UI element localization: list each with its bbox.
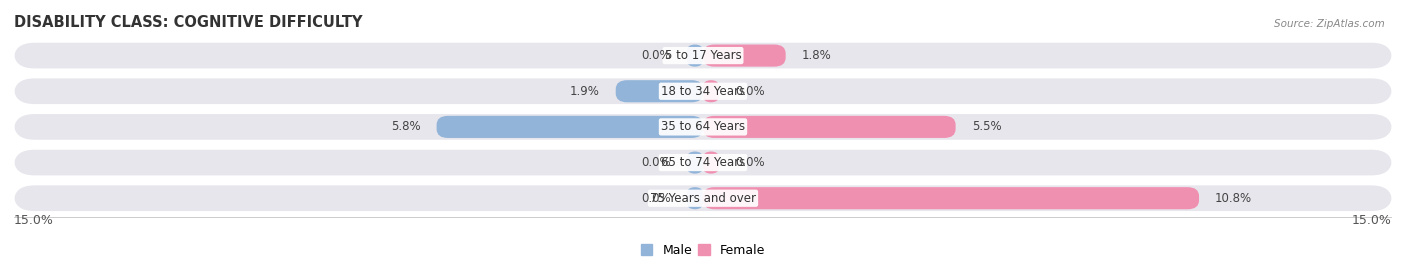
FancyBboxPatch shape: [688, 45, 703, 67]
Text: 10.8%: 10.8%: [1215, 192, 1253, 205]
Text: 0.0%: 0.0%: [735, 85, 765, 98]
Text: 35 to 64 Years: 35 to 64 Years: [661, 120, 745, 133]
FancyBboxPatch shape: [616, 80, 703, 102]
FancyBboxPatch shape: [703, 80, 718, 102]
FancyBboxPatch shape: [14, 185, 1392, 211]
FancyBboxPatch shape: [703, 116, 956, 138]
Legend: Male, Female: Male, Female: [641, 244, 765, 257]
FancyBboxPatch shape: [688, 151, 703, 174]
Text: 0.0%: 0.0%: [735, 156, 765, 169]
Text: 0.0%: 0.0%: [641, 156, 671, 169]
Text: 0.0%: 0.0%: [641, 49, 671, 62]
Text: 5 to 17 Years: 5 to 17 Years: [665, 49, 741, 62]
Text: 0.0%: 0.0%: [641, 192, 671, 205]
Text: 1.9%: 1.9%: [569, 85, 599, 98]
FancyBboxPatch shape: [14, 150, 1392, 176]
FancyBboxPatch shape: [703, 187, 1199, 209]
Text: 15.0%: 15.0%: [1353, 214, 1392, 227]
FancyBboxPatch shape: [437, 116, 703, 138]
Text: 5.5%: 5.5%: [972, 120, 1001, 133]
Text: 65 to 74 Years: 65 to 74 Years: [661, 156, 745, 169]
FancyBboxPatch shape: [14, 78, 1392, 104]
Text: 18 to 34 Years: 18 to 34 Years: [661, 85, 745, 98]
FancyBboxPatch shape: [14, 43, 1392, 68]
FancyBboxPatch shape: [703, 45, 786, 67]
FancyBboxPatch shape: [688, 187, 703, 209]
Text: 1.8%: 1.8%: [801, 49, 831, 62]
Text: 15.0%: 15.0%: [14, 214, 53, 227]
Text: Source: ZipAtlas.com: Source: ZipAtlas.com: [1274, 19, 1385, 29]
Text: 75 Years and over: 75 Years and over: [650, 192, 756, 205]
Text: DISABILITY CLASS: COGNITIVE DIFFICULTY: DISABILITY CLASS: COGNITIVE DIFFICULTY: [14, 15, 363, 30]
Text: 5.8%: 5.8%: [391, 120, 420, 133]
FancyBboxPatch shape: [703, 151, 718, 174]
FancyBboxPatch shape: [14, 114, 1392, 140]
